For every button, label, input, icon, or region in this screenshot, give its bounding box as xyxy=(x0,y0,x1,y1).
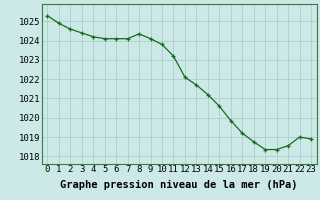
X-axis label: Graphe pression niveau de la mer (hPa): Graphe pression niveau de la mer (hPa) xyxy=(60,180,298,190)
